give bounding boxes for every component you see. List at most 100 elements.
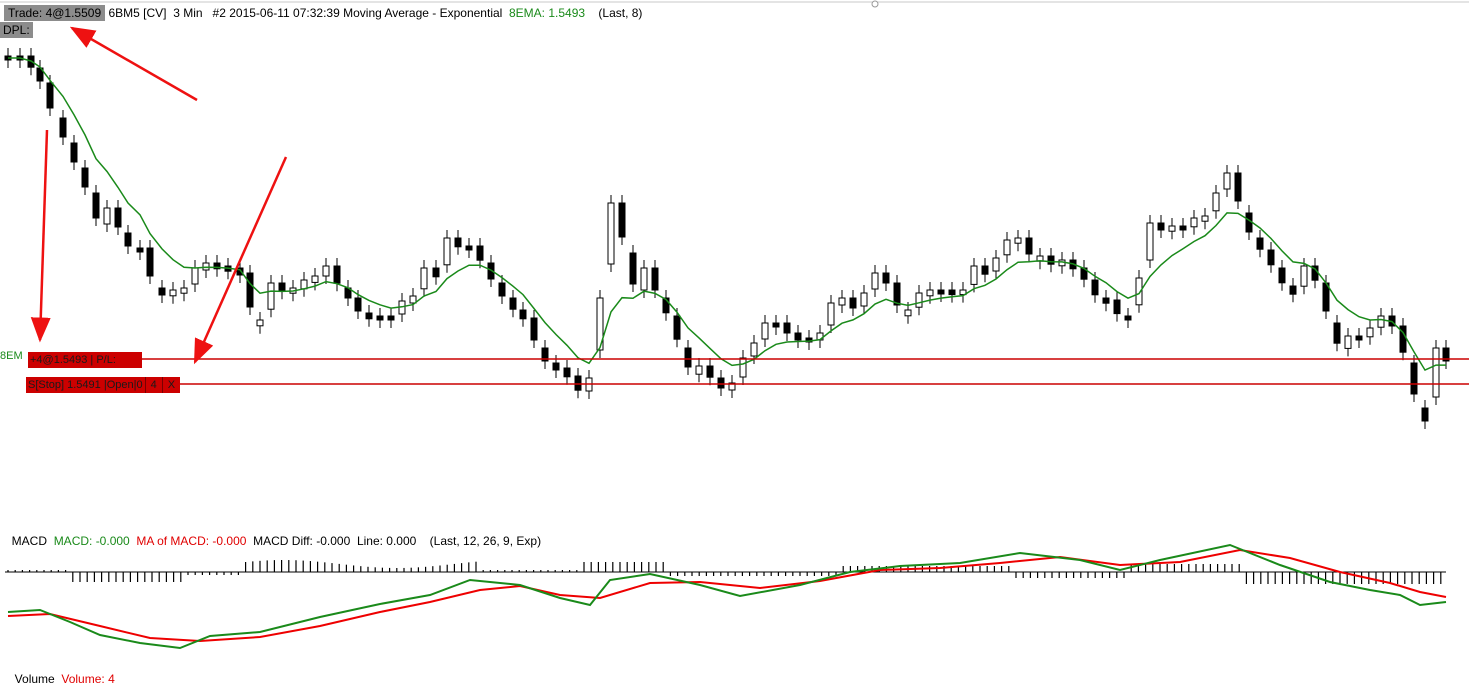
- macd-line: [7, 543, 1447, 650]
- dpl-label: DPL:: [0, 22, 33, 38]
- stop-order-close-button[interactable]: X: [161, 377, 180, 393]
- candle-body: [926, 289, 934, 297]
- candle-body: [915, 292, 923, 308]
- chart-header: Trade: 4@1.5509 6BM5 [CV] 3 Min #2 2015-…: [4, 4, 642, 22]
- candle-body: [476, 245, 484, 261]
- candle-body: [1366, 327, 1374, 338]
- candle-body: [904, 309, 912, 317]
- annotation-arrow: [69, 26, 198, 102]
- candle-body: [981, 265, 989, 275]
- bar-info-label: #2 2015-06-11 07:32:39: [212, 6, 340, 20]
- candle-body: [1201, 215, 1209, 222]
- candle-body: [673, 315, 681, 340]
- candle-body: [1025, 237, 1033, 255]
- candle-body: [70, 142, 78, 163]
- candle-body: [1047, 255, 1055, 265]
- candle-body: [849, 297, 857, 309]
- candle-body: [618, 202, 626, 238]
- candle-body: [882, 272, 890, 284]
- ema-line: [8, 57, 1446, 372]
- candle-body: [376, 315, 384, 321]
- candle-body: [267, 282, 275, 310]
- candle-body: [772, 322, 780, 328]
- candle-body: [651, 267, 659, 291]
- candle-body: [92, 192, 100, 219]
- candle-body: [629, 252, 637, 285]
- candle-body: [1421, 407, 1429, 422]
- candle-body: [180, 287, 188, 294]
- candle-body: [1102, 297, 1110, 304]
- macd-ma-line: [7, 548, 1447, 643]
- candle-body: [1113, 299, 1121, 315]
- candle-body: [46, 82, 54, 109]
- candle-body: [409, 295, 417, 304]
- candle-body: [311, 275, 319, 283]
- candle-body: [970, 265, 978, 285]
- annotation-arrow: [30, 129, 51, 343]
- candle-body: [256, 319, 264, 327]
- candle-body: [1146, 222, 1154, 261]
- candle-body: [432, 267, 440, 278]
- candle-body: [1124, 315, 1132, 321]
- candle-body: [827, 302, 835, 326]
- candle-body: [728, 382, 736, 391]
- stop-order-label[interactable]: S[Stop] 1.5491 |Open|0: [28, 379, 143, 391]
- candle-body: [300, 279, 308, 290]
- position-tag[interactable]: +4@1.5493 | P/L:: [28, 352, 142, 368]
- candle-body: [81, 167, 89, 188]
- instrument-label: 6BM5 [CV]: [108, 6, 167, 20]
- candle-body: [596, 297, 604, 351]
- candle-body: [1179, 225, 1187, 231]
- candle-body: [1442, 347, 1450, 362]
- candle-body: [1014, 237, 1022, 244]
- candle-body: [794, 332, 802, 341]
- candle-body: [1410, 362, 1418, 395]
- candle-body: [333, 265, 341, 284]
- candle-body: [1432, 347, 1440, 398]
- candle-body: [443, 237, 451, 266]
- macd-header: MACD MACD: -0.000 MA of MACD: -0.000 MAC…: [5, 520, 541, 548]
- ema-value-label: 8EMA: 1.5493: [509, 6, 586, 20]
- annotation-arrow: [193, 156, 288, 365]
- candle-body: [684, 347, 692, 368]
- candle-body: [1003, 239, 1011, 256]
- candle-body: [871, 272, 879, 290]
- volume-value: Volume: 4: [61, 672, 115, 686]
- candle-body: [1091, 279, 1099, 296]
- trade-label[interactable]: Trade: 4@1.5509: [4, 5, 106, 21]
- candle-body: [213, 262, 221, 270]
- candle-body: [574, 375, 582, 391]
- ema-axis-label: 8EM: [0, 350, 23, 362]
- candle-body: [146, 247, 154, 277]
- candle-body: [509, 297, 517, 310]
- candle-body: [114, 207, 122, 228]
- macd-value: MACD: -0.000: [53, 534, 130, 548]
- candle-body: [169, 289, 177, 297]
- macd-ma-value: MA of MACD: -0.000: [136, 534, 247, 548]
- candle-body: [1377, 315, 1385, 328]
- candle-body: [454, 237, 462, 248]
- candle-body: [1344, 335, 1352, 349]
- candle-body: [191, 267, 199, 285]
- candle-body: [530, 317, 538, 341]
- candle-body: [717, 377, 725, 389]
- candle-body: [948, 289, 956, 296]
- candle-body: [706, 365, 714, 378]
- candle-body: [552, 362, 560, 371]
- candle-body: [937, 289, 945, 295]
- candle-body: [420, 267, 428, 290]
- stop-order-qty[interactable]: 4: [144, 377, 162, 393]
- ema-params-label: (Last, 8): [598, 6, 643, 20]
- candle-body: [158, 287, 166, 296]
- candle-body: [695, 365, 703, 375]
- candlestick-series: [4, 48, 1450, 429]
- stop-order-tag[interactable]: S[Stop] 1.5491 |Open|0 4 X: [26, 377, 181, 393]
- indicator-name: Moving Average - Exponential: [343, 6, 503, 20]
- macd-diff-value: MACD Diff: -0.000: [253, 534, 351, 548]
- candle-body: [354, 297, 362, 312]
- candle-body: [498, 282, 506, 297]
- candle-body: [838, 297, 846, 306]
- candle-body: [1278, 267, 1286, 284]
- candle-body: [1212, 192, 1220, 212]
